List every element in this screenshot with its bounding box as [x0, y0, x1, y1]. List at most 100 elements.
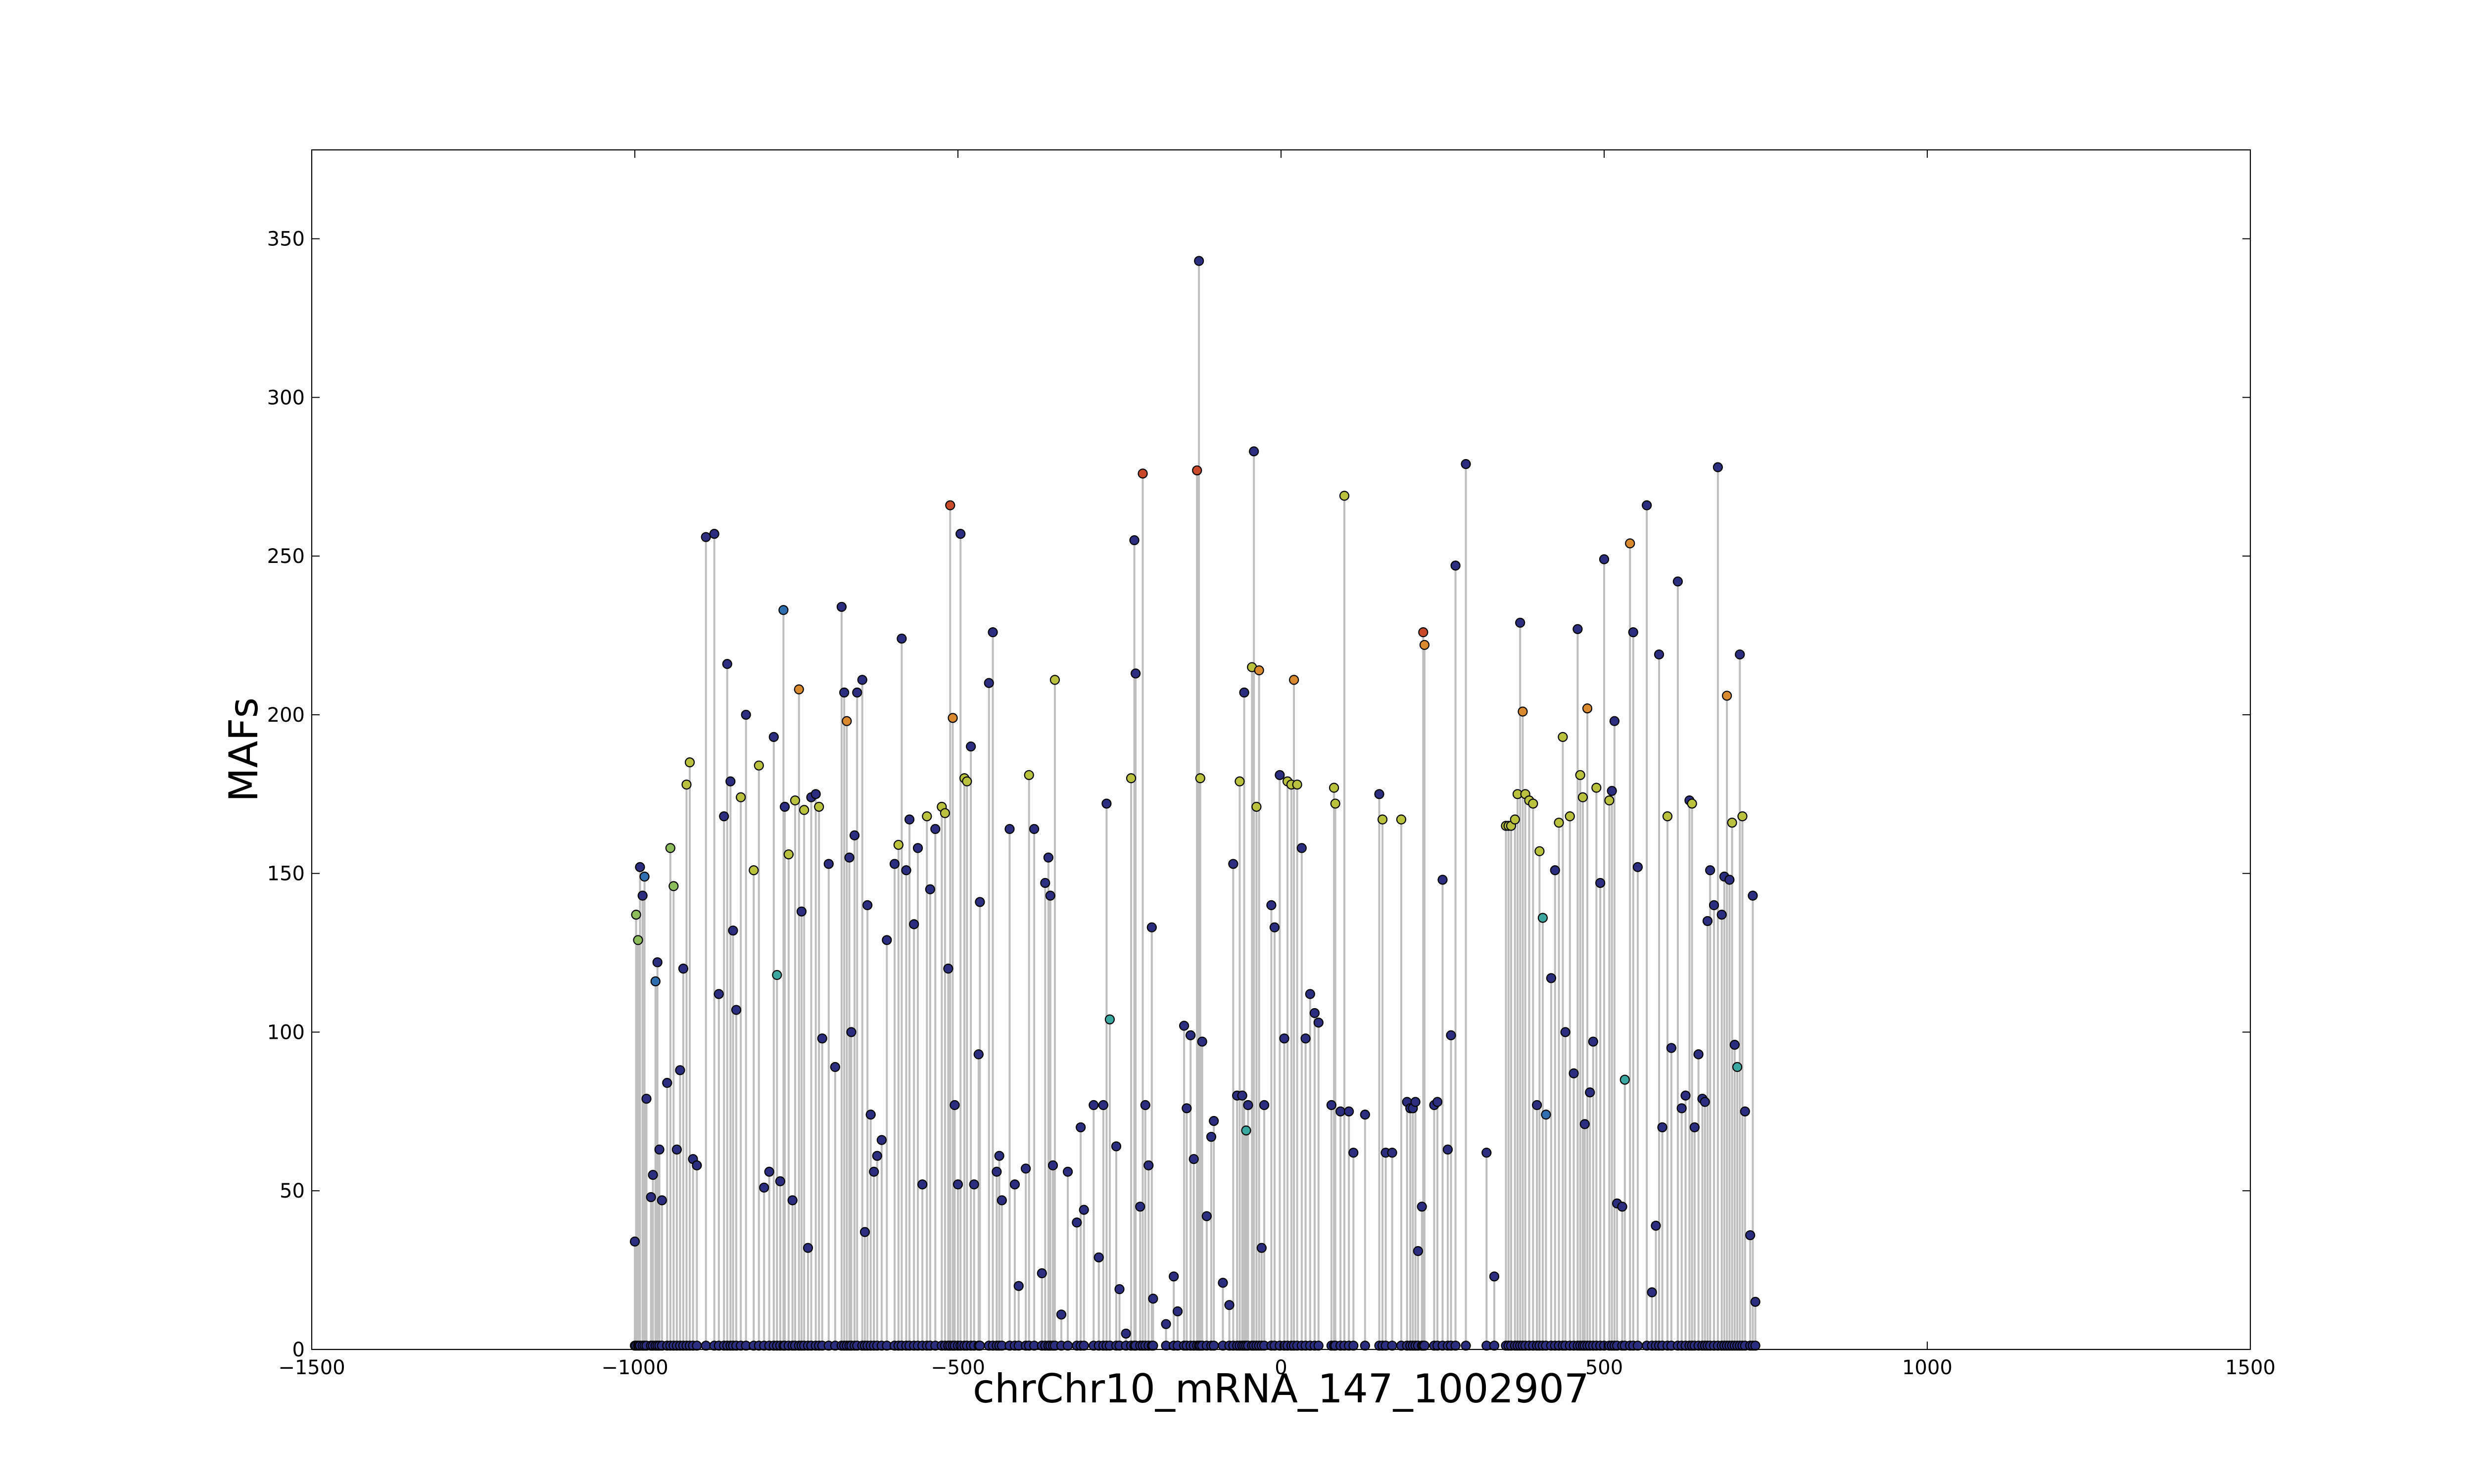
data-point [1043, 852, 1053, 863]
data-point [1716, 909, 1727, 920]
data-point [823, 859, 834, 869]
data-point [1296, 843, 1307, 853]
data-point [1666, 1043, 1676, 1053]
data-point [1537, 913, 1548, 923]
data-point [1194, 256, 1204, 266]
data-point [1510, 814, 1520, 825]
data-point [633, 935, 643, 945]
data-point [1037, 1268, 1047, 1279]
data-point [1195, 773, 1205, 784]
data-point [1079, 1205, 1089, 1215]
data-point [1292, 779, 1302, 790]
data-point [1632, 1341, 1643, 1351]
data-point [772, 970, 782, 980]
data-point [857, 675, 867, 685]
data-point [1129, 535, 1140, 546]
data-point [1004, 824, 1015, 834]
data-point [1657, 1122, 1667, 1133]
data-point [1461, 459, 1471, 469]
y-axis-label: MAFs [221, 697, 267, 802]
data-point [1138, 468, 1148, 479]
data-point [1330, 798, 1340, 809]
y-tick-label: 200 [267, 704, 305, 727]
plot-area [629, 256, 1760, 1351]
data-point [725, 776, 736, 787]
data-point [1169, 1271, 1179, 1282]
data-point [1579, 1119, 1590, 1129]
data-point [1515, 617, 1525, 628]
data-point [1750, 1297, 1760, 1307]
data-point [1275, 770, 1285, 780]
data-point [912, 843, 923, 853]
data-point [1437, 875, 1448, 885]
data-point [668, 881, 679, 891]
data-point [1628, 627, 1638, 638]
data-point [943, 964, 953, 974]
data-point [1079, 1341, 1089, 1351]
data-point [787, 1195, 798, 1206]
data-point [1446, 1030, 1456, 1040]
data-point [1131, 668, 1141, 679]
data-point [1450, 560, 1461, 571]
data-point [1647, 1287, 1657, 1298]
data-point [783, 849, 794, 860]
data-point [1693, 1049, 1704, 1060]
data-point [1702, 916, 1713, 927]
data-point [650, 976, 661, 986]
data-point [997, 1195, 1007, 1206]
data-point [1588, 1036, 1598, 1047]
data-point [1121, 1328, 1131, 1339]
data-point [635, 862, 645, 872]
data-point [1029, 824, 1040, 834]
data-point [1209, 1115, 1219, 1126]
data-point [1572, 624, 1583, 634]
data-point [1251, 801, 1262, 812]
data-point [955, 529, 966, 539]
data-point [657, 1195, 667, 1206]
data-point [1305, 989, 1315, 999]
data-point [775, 1176, 785, 1187]
data-point [1189, 1154, 1199, 1164]
data-point [684, 757, 695, 768]
y-tick-label: 0 [292, 1339, 305, 1361]
data-point [1676, 1103, 1687, 1113]
data-point [1745, 1230, 1756, 1241]
data-point [1045, 890, 1055, 901]
data-point [1585, 1087, 1595, 1098]
data-point [842, 716, 852, 726]
data-points [629, 256, 1760, 1339]
data-point [675, 1065, 685, 1075]
data-point [814, 801, 824, 812]
data-point [1062, 1341, 1073, 1351]
data-point [1021, 1163, 1031, 1174]
data-point [1289, 675, 1299, 685]
data-point [1076, 1122, 1086, 1133]
data-point [865, 1110, 876, 1120]
data-point [639, 872, 650, 882]
data-point [1582, 703, 1593, 714]
data-point [1432, 1097, 1443, 1107]
data-point [889, 859, 900, 869]
data-point [1049, 675, 1060, 685]
data-point [1089, 1100, 1099, 1111]
data-point [1228, 859, 1238, 869]
data-point [1013, 1281, 1024, 1291]
data-point [1387, 1341, 1397, 1351]
data-point [1266, 900, 1277, 910]
data-point [966, 741, 976, 752]
data-point [1651, 1220, 1661, 1231]
data-point [803, 1243, 813, 1253]
data-point [901, 865, 911, 876]
data-point [839, 687, 850, 698]
data-point [1111, 1141, 1122, 1152]
data-point [952, 1179, 963, 1190]
data-point [1182, 1103, 1192, 1113]
data-point [1179, 1020, 1189, 1031]
data-point [830, 1062, 840, 1072]
data-point [893, 839, 904, 850]
data-point [759, 1182, 769, 1193]
data-point [1489, 1271, 1500, 1282]
data-point [1197, 1036, 1207, 1047]
data-point [1689, 1122, 1700, 1133]
data-point [1249, 446, 1259, 457]
